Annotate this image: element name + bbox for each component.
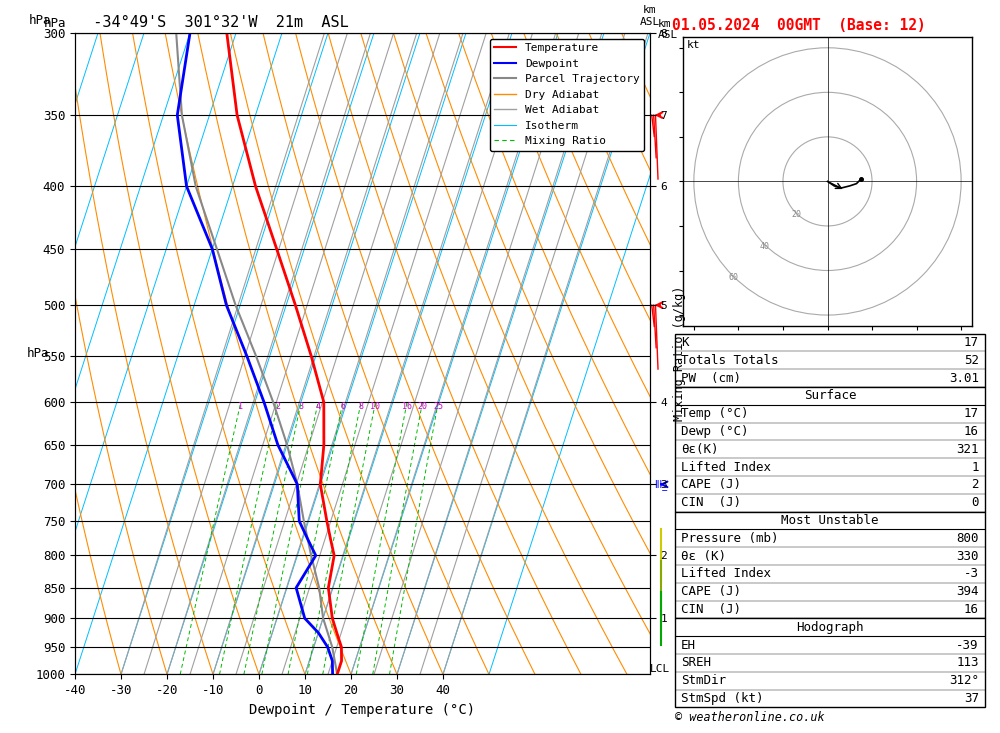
- Bar: [675, 387, 985, 512]
- Text: EH: EH: [681, 638, 696, 652]
- Text: 17: 17: [964, 407, 979, 420]
- Text: 113: 113: [956, 656, 979, 669]
- Text: 6: 6: [340, 402, 345, 411]
- Text: Lifted Index: Lifted Index: [681, 567, 771, 581]
- Text: 1: 1: [971, 460, 979, 474]
- Text: Hodograph: Hodograph: [796, 621, 864, 634]
- Text: 2: 2: [276, 402, 281, 411]
- Text: Most Unstable: Most Unstable: [781, 514, 879, 527]
- Legend: Temperature, Dewpoint, Parcel Trajectory, Dry Adiabat, Wet Adiabat, Isotherm, Mi: Temperature, Dewpoint, Parcel Trajectory…: [490, 39, 644, 151]
- Bar: [675, 334, 985, 387]
- Text: © weatheronline.co.uk: © weatheronline.co.uk: [675, 711, 825, 724]
- Text: Pressure (mb): Pressure (mb): [681, 531, 779, 545]
- Text: CIN  (J): CIN (J): [681, 496, 741, 509]
- Text: 3: 3: [299, 402, 304, 411]
- Text: 20: 20: [417, 402, 427, 411]
- Text: km: km: [658, 19, 672, 29]
- Text: StmDir: StmDir: [681, 674, 726, 687]
- Text: Surface: Surface: [804, 389, 856, 402]
- Text: 0: 0: [971, 496, 979, 509]
- Text: hPa: hPa: [29, 14, 52, 26]
- Text: θε (K): θε (K): [681, 550, 726, 562]
- Text: 40: 40: [760, 242, 770, 251]
- Text: hPa: hPa: [26, 347, 49, 360]
- Text: 16: 16: [964, 603, 979, 616]
- Text: K: K: [681, 336, 689, 349]
- Text: CIN  (J): CIN (J): [681, 603, 741, 616]
- Text: 52: 52: [964, 354, 979, 366]
- Text: 321: 321: [956, 443, 979, 456]
- Text: 10: 10: [370, 402, 380, 411]
- Text: 1: 1: [238, 402, 243, 411]
- Text: Temp (°C): Temp (°C): [681, 407, 749, 420]
- Text: 800: 800: [956, 531, 979, 545]
- Text: lll_: lll_: [654, 479, 667, 490]
- Text: ASL: ASL: [658, 30, 678, 40]
- Text: 16: 16: [402, 402, 412, 411]
- Text: hPa: hPa: [43, 17, 66, 30]
- Text: θε(K): θε(K): [681, 443, 719, 456]
- Text: 312°: 312°: [949, 674, 979, 687]
- Text: Totals Totals: Totals Totals: [681, 354, 779, 366]
- Text: 60: 60: [729, 273, 739, 282]
- Text: 2: 2: [971, 479, 979, 491]
- Text: 16: 16: [964, 425, 979, 438]
- Text: km
ASL: km ASL: [640, 5, 660, 26]
- Text: 01.05.2024  00GMT  (Base: 12): 01.05.2024 00GMT (Base: 12): [672, 18, 926, 33]
- Text: -39: -39: [956, 638, 979, 652]
- Text: Dewp (°C): Dewp (°C): [681, 425, 749, 438]
- Text: -34°49'S  301°32'W  21m  ASL: -34°49'S 301°32'W 21m ASL: [75, 15, 349, 31]
- Y-axis label: Mixing Ratio (g/kg): Mixing Ratio (g/kg): [673, 286, 686, 421]
- Text: CAPE (J): CAPE (J): [681, 585, 741, 598]
- Text: CAPE (J): CAPE (J): [681, 479, 741, 491]
- Text: 4: 4: [316, 402, 321, 411]
- Text: -3: -3: [964, 567, 979, 581]
- Text: StmSpd (kt): StmSpd (kt): [681, 692, 764, 705]
- Text: 17: 17: [964, 336, 979, 349]
- Text: 25: 25: [433, 402, 443, 411]
- Text: 8: 8: [358, 402, 363, 411]
- Text: 330: 330: [956, 550, 979, 562]
- Text: kt: kt: [687, 40, 701, 50]
- X-axis label: Dewpoint / Temperature (°C): Dewpoint / Temperature (°C): [249, 703, 476, 717]
- Bar: [675, 512, 985, 619]
- Text: LCL: LCL: [650, 664, 670, 674]
- Text: 3.01: 3.01: [949, 372, 979, 385]
- Text: Lifted Index: Lifted Index: [681, 460, 771, 474]
- Text: 394: 394: [956, 585, 979, 598]
- Bar: [675, 619, 985, 707]
- Text: 20: 20: [792, 210, 802, 219]
- Text: 37: 37: [964, 692, 979, 705]
- Text: PW  (cm): PW (cm): [681, 372, 741, 385]
- Text: SREH: SREH: [681, 656, 711, 669]
